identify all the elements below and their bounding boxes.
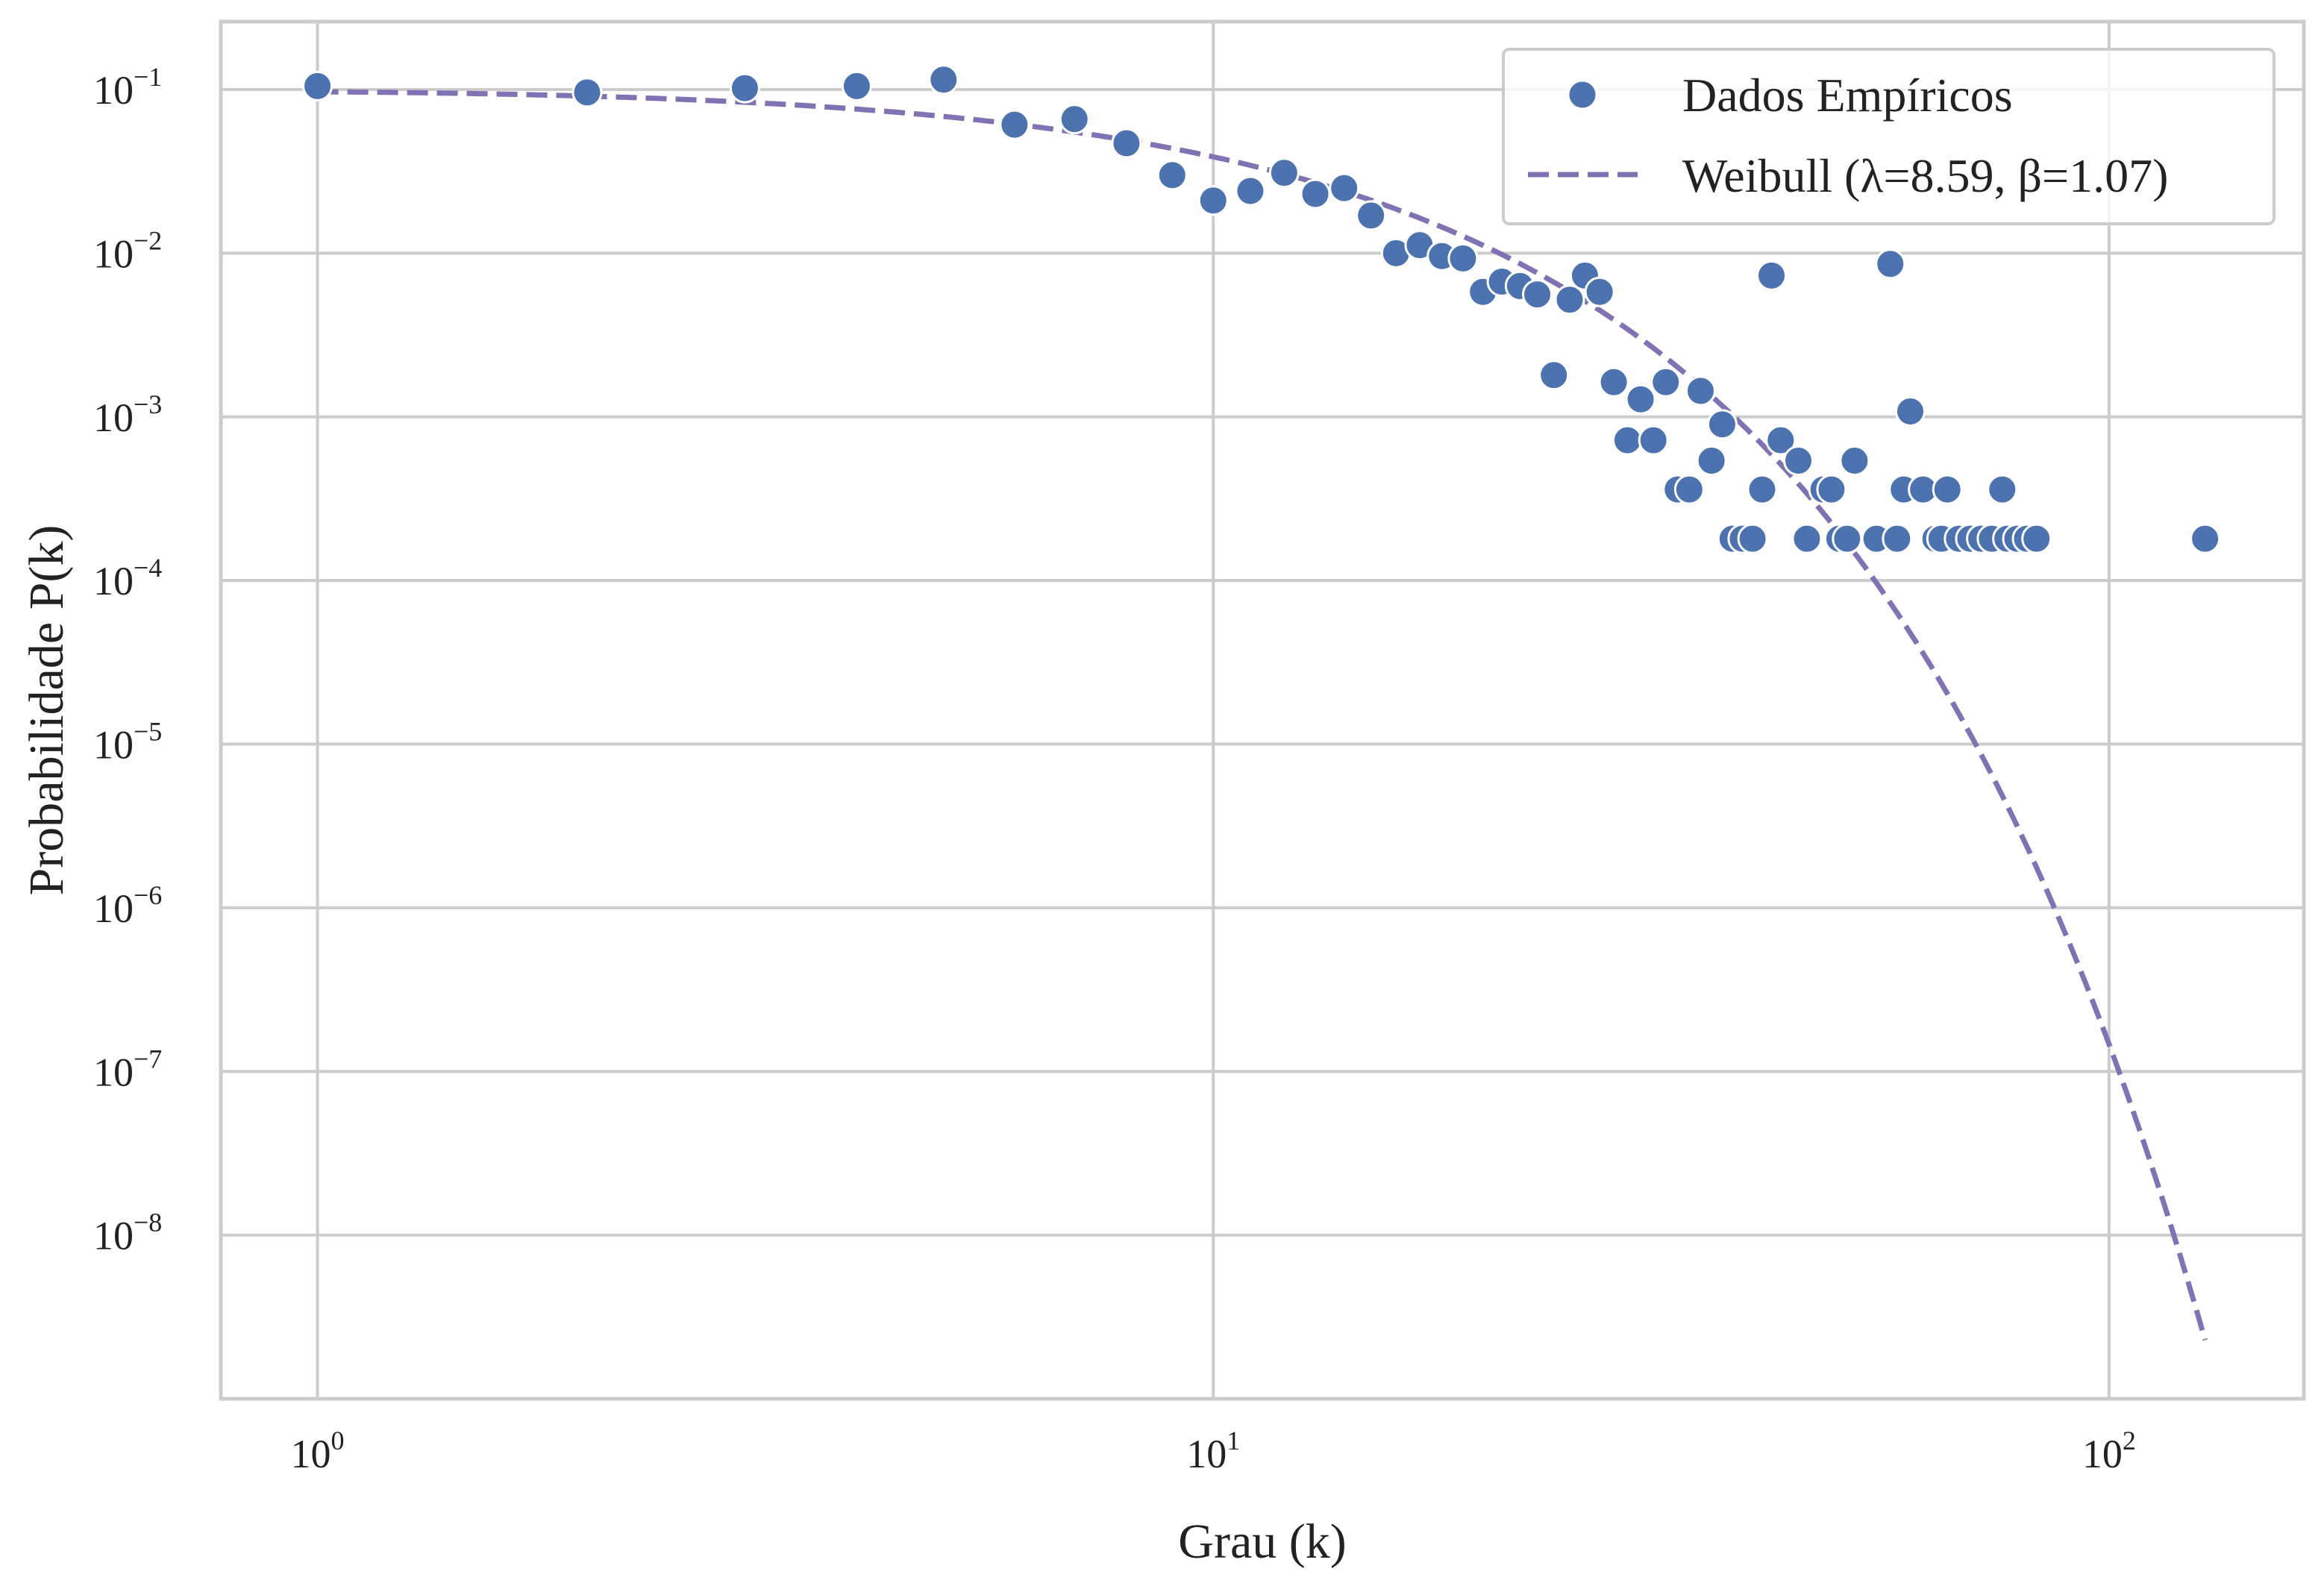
x-tick-label: 102: [2082, 1426, 2136, 1476]
y-axis-label: Probabilidade P(k): [19, 525, 74, 896]
x-tick-labels: 100 101 102: [291, 1426, 2136, 1476]
y-tick-label: 10−1: [93, 62, 162, 113]
data-point: [1538, 360, 1570, 391]
y-tick-label: 10−4: [93, 553, 162, 604]
data-point: [1816, 474, 1847, 505]
x-tick-label: 100: [291, 1426, 345, 1476]
data-point: [1673, 474, 1705, 505]
legend-box: [1502, 48, 2276, 225]
y-tick-label: 10−7: [93, 1044, 162, 1094]
data-point: [1156, 160, 1188, 191]
data-point: [1300, 178, 1331, 210]
legend-label-weibull: Weibull (λ=8.59, β=1.07): [1682, 149, 2168, 202]
data-point: [1625, 383, 1656, 415]
plot-frame: [219, 19, 2306, 1401]
data-point: [1791, 523, 1823, 554]
data-point: [1447, 242, 1479, 274]
y-tick-label: 10−3: [93, 389, 162, 440]
data-point: [928, 64, 959, 95]
data-point: [1111, 128, 1142, 159]
data-point: [1987, 474, 2018, 505]
data-point: [1235, 175, 1266, 207]
y-tick-label: 10−2: [93, 225, 162, 276]
data-point: [1356, 200, 1387, 231]
data-point: [1268, 157, 1300, 189]
data-point: [302, 70, 333, 101]
legend-marker-scatter: [1567, 79, 1598, 110]
data-point: [999, 109, 1030, 140]
x-axis-label: Grau (k): [1178, 1514, 1346, 1569]
data-point: [2190, 523, 2221, 554]
legend: Dados Empíricos Weibull (λ=8.59, β=1.07): [1502, 48, 2276, 225]
data-point: [1875, 248, 1906, 280]
x-tick-label: 101: [1186, 1426, 1240, 1476]
data-point: [1895, 395, 1926, 427]
data-point: [1783, 445, 1814, 476]
data-point: [1650, 366, 1682, 398]
data-point: [1882, 523, 1913, 554]
data-point: [1197, 185, 1229, 216]
legend-label-scatter: Dados Empíricos: [1682, 69, 2013, 122]
data-point: [1554, 284, 1585, 316]
data-point: [1612, 424, 1643, 456]
data-point: [1696, 445, 1727, 476]
data-point: [1765, 424, 1797, 456]
data-point: [841, 70, 872, 101]
data-point: [729, 72, 760, 104]
weibull-curve-layer: [317, 89, 2208, 1341]
data-point: [1839, 445, 1870, 476]
y-tick-label: 10−5: [93, 717, 162, 768]
data-point: [1737, 523, 1768, 554]
data-point: [1522, 279, 1553, 310]
scatter-points-layer: [302, 64, 2221, 554]
data-point: [1598, 366, 1629, 398]
data-point: [1685, 375, 1716, 407]
data-point: [1747, 474, 1778, 505]
data-point: [1638, 424, 1669, 456]
weibull-curve: [317, 89, 2208, 1341]
data-point: [1832, 523, 1863, 554]
y-tick-label: 10−6: [93, 880, 162, 931]
data-point: [1756, 260, 1788, 291]
y-tick-label: 10−8: [93, 1208, 162, 1259]
data-point: [571, 77, 603, 108]
data-point: [1706, 409, 1738, 440]
y-tick-labels: 10−1 10−2 10−3 10−4 10−5 10−6 10−7 10−8: [93, 62, 162, 1259]
grid: [221, 22, 2304, 1399]
data-point: [1059, 104, 1090, 135]
data-point: [2021, 523, 2052, 554]
data-point: [1584, 276, 1615, 307]
data-point: [1329, 172, 1360, 204]
data-point: [1932, 474, 1963, 505]
